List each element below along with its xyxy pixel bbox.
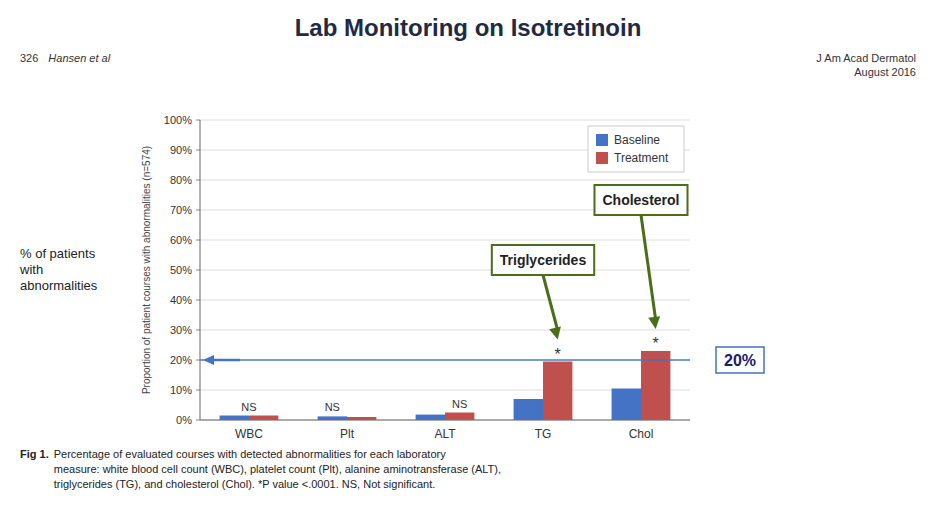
grid: 0% 10% 20% 30% 40% 50% 60% 70% 80% 90% 100% bbox=[164, 114, 690, 426]
annotation-arrow bbox=[641, 215, 656, 320]
reference-label: 20% bbox=[724, 352, 756, 369]
annotation-box bbox=[492, 245, 594, 275]
grid-line bbox=[200, 180, 690, 181]
bar bbox=[543, 362, 572, 421]
side-label-line: % of patients bbox=[20, 246, 96, 261]
annotation-box bbox=[594, 185, 687, 215]
side-label-line: abnormalities bbox=[20, 278, 98, 293]
y-tick bbox=[196, 180, 200, 181]
y-tick-label: 60% bbox=[170, 234, 192, 246]
x-tick-label: ALT bbox=[434, 427, 456, 441]
header-journal: J Am Acad Dermatol August 2016 bbox=[816, 52, 916, 78]
bar bbox=[347, 417, 376, 420]
y-tick bbox=[196, 390, 200, 391]
grid-line bbox=[200, 240, 690, 241]
legend: Baseline Treatment bbox=[588, 126, 684, 172]
x-tick-label: Plt bbox=[340, 427, 355, 441]
y-axis-line bbox=[200, 120, 201, 420]
y-tick-label: 70% bbox=[170, 204, 192, 216]
caption-text-line: Percentage of evaluated courses with det… bbox=[54, 448, 446, 460]
annotation-arrow bbox=[543, 275, 558, 331]
y-tick bbox=[196, 210, 200, 211]
bar bbox=[249, 416, 278, 421]
legend-label: Baseline bbox=[614, 133, 660, 147]
y-tick bbox=[196, 360, 200, 361]
y-tick-label: 30% bbox=[170, 324, 192, 336]
title: Lab Monitoring on Isotretinoin bbox=[295, 14, 642, 41]
legend-box bbox=[588, 126, 684, 172]
y-tick bbox=[196, 420, 200, 421]
bar bbox=[445, 413, 474, 421]
bar bbox=[416, 415, 445, 420]
header-journal-line: J Am Acad Dermatol bbox=[816, 52, 916, 64]
grid-line bbox=[200, 360, 690, 361]
y-tick-label: 10% bbox=[170, 384, 192, 396]
y-tick-label: 0% bbox=[176, 414, 192, 426]
y-tick bbox=[196, 120, 200, 121]
reference-arrow-shaft bbox=[212, 359, 240, 362]
y-tick bbox=[196, 240, 200, 241]
y-tick bbox=[196, 330, 200, 331]
header-authors: Hansen et al bbox=[48, 52, 110, 64]
reference-line bbox=[200, 359, 690, 361]
bar bbox=[318, 416, 347, 420]
y-tick-label: 100% bbox=[164, 114, 192, 126]
significance-label: * bbox=[653, 335, 659, 352]
significance-label: * bbox=[555, 346, 561, 363]
y-tick-label: 90% bbox=[170, 144, 192, 156]
annotation-arrow-head bbox=[648, 316, 660, 329]
bar bbox=[641, 351, 670, 420]
grid-line bbox=[200, 270, 690, 271]
legend-label: Treatment bbox=[614, 151, 669, 165]
header-page: 326 bbox=[20, 52, 38, 64]
y-tick bbox=[196, 150, 200, 151]
significance-label: NS bbox=[325, 401, 340, 413]
grid-line bbox=[200, 300, 690, 301]
y-tick bbox=[196, 300, 200, 301]
bar bbox=[612, 389, 641, 421]
side-label-line: with bbox=[19, 262, 43, 277]
side-label: % of patientswithabnormalities bbox=[19, 246, 98, 293]
y-axis-label: Proportion of patient courses with abnor… bbox=[141, 146, 152, 394]
legend-swatch bbox=[596, 152, 608, 164]
significance-label: NS bbox=[452, 398, 467, 410]
caption-text: Percentage of evaluated courses with det… bbox=[54, 448, 501, 490]
bars bbox=[220, 351, 671, 420]
bar bbox=[514, 399, 543, 420]
header-journal-line: August 2016 bbox=[854, 66, 916, 78]
annotation-label: Triglycerides bbox=[500, 252, 587, 268]
grid-line bbox=[200, 330, 690, 331]
x-tick-label: WBC bbox=[235, 427, 263, 441]
y-tick-label: 50% bbox=[170, 264, 192, 276]
caption-text-line: triglycerides (TG), and cholesterol (Cho… bbox=[54, 478, 436, 490]
annotation: Triglycerides bbox=[492, 245, 594, 340]
x-tick-label: TG bbox=[535, 427, 552, 441]
chart: Lab Monitoring on Isotretinoin 326 Hansen … bbox=[0, 0, 936, 528]
y-tick-label: 80% bbox=[170, 174, 192, 186]
caption-text-line: measure: white blood cell count (WBC), p… bbox=[54, 463, 501, 475]
significance-label: NS bbox=[241, 401, 256, 413]
reference-arrow-head bbox=[203, 355, 214, 365]
legend-swatch bbox=[596, 134, 608, 146]
caption-label: Fig 1. bbox=[20, 448, 49, 460]
y-tick-label: 40% bbox=[170, 294, 192, 306]
y-tick-label: 20% bbox=[170, 354, 192, 366]
reference bbox=[200, 355, 690, 365]
annotation: Cholesterol bbox=[594, 185, 687, 329]
x-tick-label: Chol bbox=[629, 427, 654, 441]
grid-line bbox=[200, 120, 690, 121]
y-tick bbox=[196, 270, 200, 271]
bar bbox=[220, 416, 249, 421]
annotation-label: Cholesterol bbox=[602, 192, 679, 208]
annotation-arrow-head bbox=[549, 326, 561, 339]
reference-label-box bbox=[716, 347, 764, 373]
